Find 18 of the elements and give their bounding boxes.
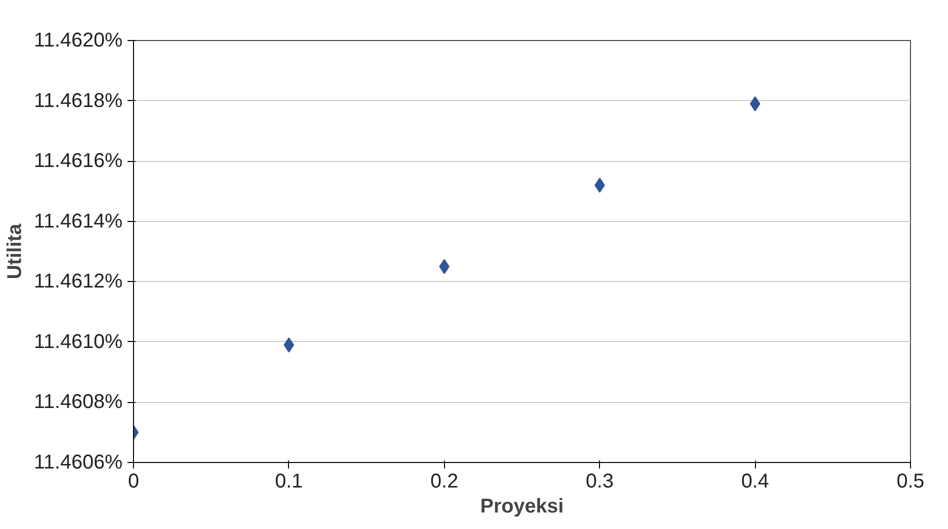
y-tick-label: 11.4612%	[34, 270, 123, 293]
x-tick-label: 0.4	[741, 470, 770, 492]
y-tick-label: 11.4618%	[34, 90, 123, 112]
y-tick-label: 11.4616%	[34, 150, 123, 172]
x-tick-label: 0	[128, 470, 140, 492]
y-tick-label: 11.4614%	[34, 210, 123, 232]
y-tick-label: 11.4610%	[34, 330, 123, 353]
y-tick-label: 11.4620%	[34, 30, 123, 52]
point	[750, 96, 760, 112]
point	[284, 337, 294, 352]
x-axis-title: Proyeksi	[480, 496, 564, 518]
y-tick-label: 11.4606%	[34, 452, 123, 474]
x-tick-label: 0.1	[275, 470, 303, 492]
x-tick-label: 0.2	[430, 470, 458, 492]
x-tick-label: 0.5	[896, 470, 924, 492]
y-tick-label: 11.4608%	[34, 391, 123, 414]
y-axis-title: Utilita	[4, 222, 26, 280]
x-tick-label: 0.3	[586, 470, 614, 492]
